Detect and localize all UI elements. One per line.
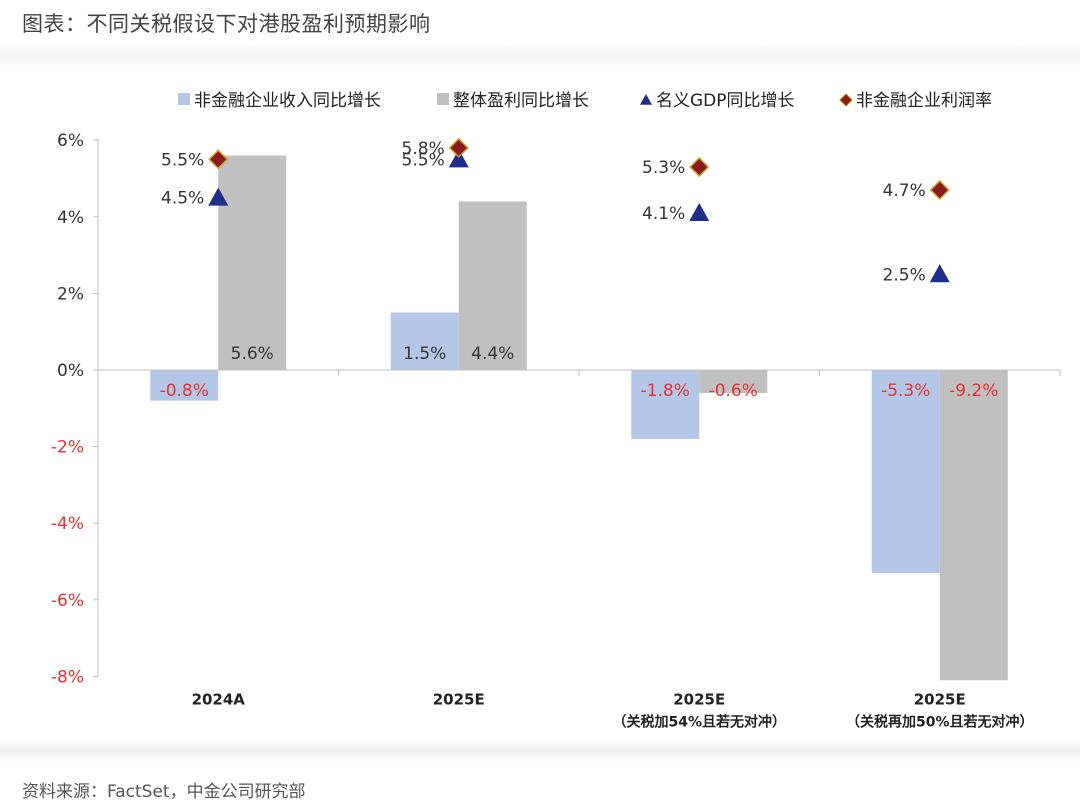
y-tick-label: 0%: [57, 361, 84, 381]
bar-data-label: 4.4%: [471, 344, 514, 364]
x-category-label: 2025E: [433, 690, 485, 708]
legend-label: 非金融企业利润率: [856, 91, 992, 111]
y-tick-label: 6%: [57, 131, 84, 151]
bar: [871, 370, 940, 573]
bar: [150, 370, 219, 401]
bar: [458, 201, 527, 370]
bar: [390, 312, 459, 370]
gdp-data-label: 5.5%: [402, 150, 445, 170]
source-note: 资料来源：FactSet，中金公司研究部: [22, 782, 306, 802]
margin-diamond-marker: [448, 137, 469, 158]
legend-label: 整体盈利同比增长: [453, 91, 589, 111]
bar-data-label: 1.5%: [403, 344, 446, 364]
bar: [631, 370, 700, 439]
y-tick-label: -6%: [51, 591, 84, 611]
legend-triangle-marker: [640, 94, 652, 105]
x-category-label: （关税再加50%且若无对冲）: [846, 713, 1034, 730]
top-divider-band: [0, 44, 1080, 68]
bar-data-label: -5.3%: [881, 381, 930, 401]
legend-swatch: [437, 93, 449, 105]
x-category-label: 2025E: [673, 690, 725, 708]
margin-diamond-marker: [929, 179, 950, 201]
gdp-triangle-marker: [448, 149, 469, 168]
bar-data-label: -0.8%: [160, 381, 209, 401]
y-tick-label: -2%: [51, 438, 84, 458]
margin-diamond-marker: [689, 156, 710, 178]
gdp-data-label: 2.5%: [883, 265, 926, 285]
margin-data-label: 5.8%: [402, 139, 445, 159]
gdp-data-label: 4.5%: [161, 189, 204, 209]
y-tick-label: -4%: [51, 514, 84, 534]
margin-data-label: 5.3%: [642, 158, 685, 178]
margin-data-label: 5.5%: [161, 150, 204, 170]
bar-data-label: -0.6%: [709, 381, 758, 401]
gdp-data-label: 4.1%: [642, 204, 685, 224]
legend-diamond-marker: [839, 93, 853, 107]
legend-swatch: [178, 93, 190, 105]
page-title: 图表：不同关税假设下对港股盈利预期影响: [22, 12, 431, 36]
bottom-divider-band: [0, 740, 1080, 762]
x-category-label: 2025E: [914, 690, 966, 708]
gdp-triangle-marker: [929, 264, 950, 283]
y-tick-label: -8%: [51, 667, 84, 687]
bar-data-label: -9.2%: [949, 381, 998, 401]
margin-diamond-marker: [208, 149, 229, 170]
x-category-label: （关税加54%且若无对冲）: [612, 713, 786, 730]
legend-label: 名义GDP同比增长: [656, 91, 795, 111]
y-tick-label: 4%: [57, 208, 84, 228]
margin-data-label: 4.7%: [883, 181, 926, 201]
gdp-triangle-marker: [689, 202, 710, 221]
bar: [939, 370, 1008, 681]
bar-data-label: 5.6%: [231, 344, 274, 364]
gdp-triangle-marker: [208, 187, 229, 206]
bar: [218, 155, 287, 370]
bar-data-label: -1.8%: [641, 381, 690, 401]
x-category-label: 2024A: [192, 690, 246, 708]
legend-label: 非金融企业收入同比增长: [194, 91, 381, 111]
y-tick-label: 2%: [57, 284, 84, 304]
bar: [699, 370, 768, 393]
